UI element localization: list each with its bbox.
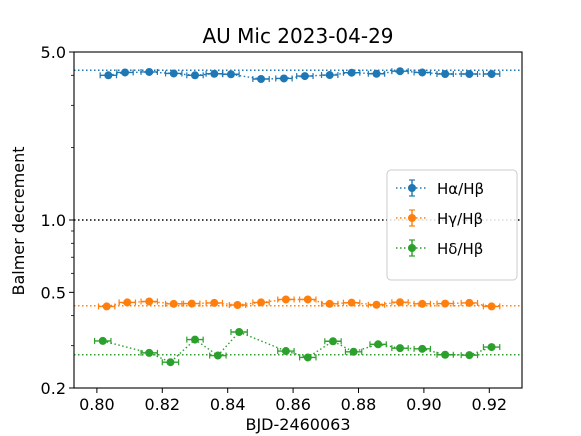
y-axis: 0.2 0.5 1.0 5.0 — [41, 43, 74, 398]
data-point — [210, 69, 219, 78]
x-tick-label: 0.84 — [210, 395, 246, 414]
data-point — [233, 300, 242, 309]
data-point — [325, 71, 334, 80]
data-point — [190, 335, 199, 344]
data-point — [372, 300, 381, 309]
legend-marker — [408, 244, 416, 252]
data-point — [303, 353, 312, 362]
data-point — [441, 69, 450, 78]
data-point — [441, 299, 450, 308]
data-point — [418, 299, 427, 308]
data-point — [441, 350, 450, 359]
x-tick-label: 0.80 — [79, 395, 115, 414]
y-tick-label: 1.0 — [41, 211, 66, 230]
data-point — [123, 298, 132, 307]
data-point — [487, 302, 496, 311]
data-point — [374, 340, 383, 349]
y-axis-label: Balmer decrement — [9, 146, 28, 295]
data-point — [300, 72, 309, 81]
data-point — [487, 343, 496, 352]
data-point — [235, 327, 244, 336]
data-point — [98, 336, 107, 345]
data-point — [257, 298, 266, 307]
data-point — [418, 344, 427, 353]
data-point — [145, 297, 154, 306]
data-point — [418, 68, 427, 77]
data-point — [166, 358, 175, 367]
legend-marker — [408, 184, 416, 192]
series — [97, 295, 501, 311]
data-point — [396, 298, 405, 307]
data-point — [257, 75, 266, 84]
series — [99, 67, 501, 84]
legend-label: Hα/Hβ — [437, 180, 484, 198]
y-tick-label: 0.2 — [41, 379, 66, 398]
y-tick-label: 5.0 — [41, 43, 66, 62]
data-point — [145, 348, 154, 357]
data-point — [279, 74, 288, 83]
data-point — [104, 71, 113, 80]
legend-label: Hγ/Hβ — [437, 210, 483, 228]
data-point — [281, 347, 290, 356]
data-point — [303, 295, 312, 304]
x-tick-label: 0.92 — [471, 395, 507, 414]
legend-box — [386, 169, 518, 281]
data-point — [213, 351, 222, 360]
legend-marker — [408, 214, 416, 222]
data-point — [169, 69, 178, 78]
data-point — [465, 298, 474, 307]
series-line — [102, 331, 492, 364]
data-point — [145, 67, 154, 76]
series-layer — [94, 67, 501, 367]
data-point — [210, 298, 219, 307]
data-point — [325, 299, 334, 308]
x-tick-label: 0.90 — [406, 395, 442, 414]
data-point — [372, 69, 381, 78]
x-tick-label: 0.82 — [144, 395, 180, 414]
data-point — [347, 298, 356, 307]
data-point — [281, 295, 290, 304]
x-tick-label: 0.86 — [275, 395, 311, 414]
chart-title: AU Mic 2023-04-29 — [202, 24, 393, 48]
data-point — [328, 337, 337, 346]
x-axis: 0.80 0.82 0.84 0.86 0.88 0.90 0.92 — [79, 388, 507, 414]
y-tick-label: 0.5 — [41, 283, 66, 302]
data-point — [347, 68, 356, 77]
legend: Hα/Hβ Hγ/Hβ Hδ/Hβ — [386, 169, 518, 281]
data-point — [190, 71, 199, 80]
data-point — [226, 70, 235, 79]
data-point — [487, 69, 496, 78]
data-point — [102, 302, 111, 311]
x-axis-label: BJD-2460063 — [245, 415, 350, 434]
data-point — [396, 67, 405, 76]
series — [94, 327, 501, 367]
data-point — [465, 351, 474, 360]
data-point — [349, 347, 358, 356]
data-point — [465, 69, 474, 78]
data-point — [396, 344, 405, 353]
x-tick-label: 0.88 — [341, 395, 377, 414]
data-point — [121, 68, 130, 77]
legend-label: Hδ/Hβ — [437, 240, 483, 258]
data-point — [187, 299, 196, 308]
data-point — [169, 299, 178, 308]
